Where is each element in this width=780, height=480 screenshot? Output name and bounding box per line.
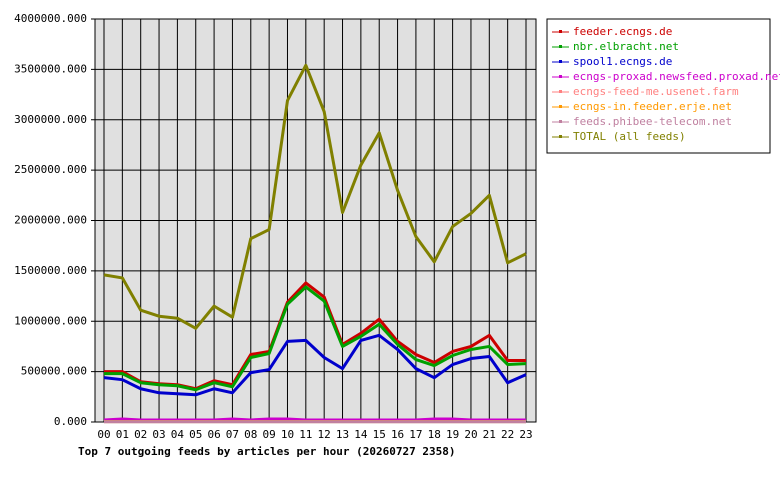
legend-label: spool1.ecngs.de xyxy=(573,55,672,68)
legend-marker xyxy=(559,45,562,48)
y-tick-label: 4000000.000 xyxy=(14,12,87,25)
x-tick-label: 03 xyxy=(152,428,165,441)
x-tick-label: 08 xyxy=(244,428,257,441)
x-tick-label: 21 xyxy=(483,428,496,441)
legend-label: TOTAL (all feeds) xyxy=(573,130,686,143)
legend-box xyxy=(546,18,771,154)
y-tick-label: 1000000.000 xyxy=(14,314,87,327)
chart-title: Top 7 outgoing feeds by articles per hou… xyxy=(78,445,456,458)
x-tick-label: 06 xyxy=(207,428,220,441)
x-tick-label: 19 xyxy=(446,428,459,441)
legend-marker xyxy=(559,105,562,108)
series-line xyxy=(103,63,527,330)
x-tick-label: 15 xyxy=(373,428,386,441)
y-tick-label: 1500000.000 xyxy=(14,264,87,277)
series-line xyxy=(103,333,527,397)
x-tick-label: 23 xyxy=(519,428,532,441)
legend-label: nbr.elbracht.net xyxy=(573,40,679,53)
y-tick-label: 2500000.000 xyxy=(14,163,87,176)
x-tick-label: 18 xyxy=(428,428,441,441)
x-tick-label: 07 xyxy=(226,428,239,441)
x-tick-label: 16 xyxy=(391,428,404,441)
x-tick-label: 10 xyxy=(281,428,294,441)
legend-label: feeder.ecngs.de xyxy=(573,25,672,38)
x-tick-label: 05 xyxy=(189,428,202,441)
x-tick-label: 04 xyxy=(171,428,185,441)
x-tick-label: 14 xyxy=(354,428,368,441)
x-tick-label: 11 xyxy=(299,428,312,441)
legend-label: feeds.phibee-telecom.net xyxy=(573,115,732,128)
y-tick-label: 2000000.000 xyxy=(14,214,87,227)
x-tick-label: 12 xyxy=(318,428,331,441)
x-tick-label: 22 xyxy=(501,428,514,441)
x-tick-label: 17 xyxy=(409,428,422,441)
y-tick-label: 3500000.000 xyxy=(14,62,87,75)
legend-marker xyxy=(559,75,562,78)
x-tick-label: 13 xyxy=(336,428,349,441)
legend-label: ecngs-proxad.newsfeed.proxad.net xyxy=(573,70,780,83)
x-tick-label: 20 xyxy=(464,428,477,441)
x-tick-label: 02 xyxy=(134,428,147,441)
legend-marker xyxy=(559,30,562,33)
legend-marker xyxy=(559,90,562,93)
x-tick-label: 09 xyxy=(263,428,276,441)
legend-marker xyxy=(559,120,562,123)
y-tick-label: 0.000 xyxy=(54,415,87,428)
legend-marker xyxy=(559,135,562,138)
series-line xyxy=(104,285,527,392)
series-line xyxy=(103,417,526,422)
x-tick-label: 00 xyxy=(97,428,110,441)
x-tick-label: 01 xyxy=(116,428,129,441)
y-tick-label: 3000000.000 xyxy=(14,113,87,126)
legend-label: ecngs-in.feeder.erje.net xyxy=(573,100,732,113)
legend-label: ecngs-feed-me.usenet.farm xyxy=(573,85,739,98)
y-tick-label: 500000.000 xyxy=(21,365,87,378)
legend-marker xyxy=(559,60,562,63)
